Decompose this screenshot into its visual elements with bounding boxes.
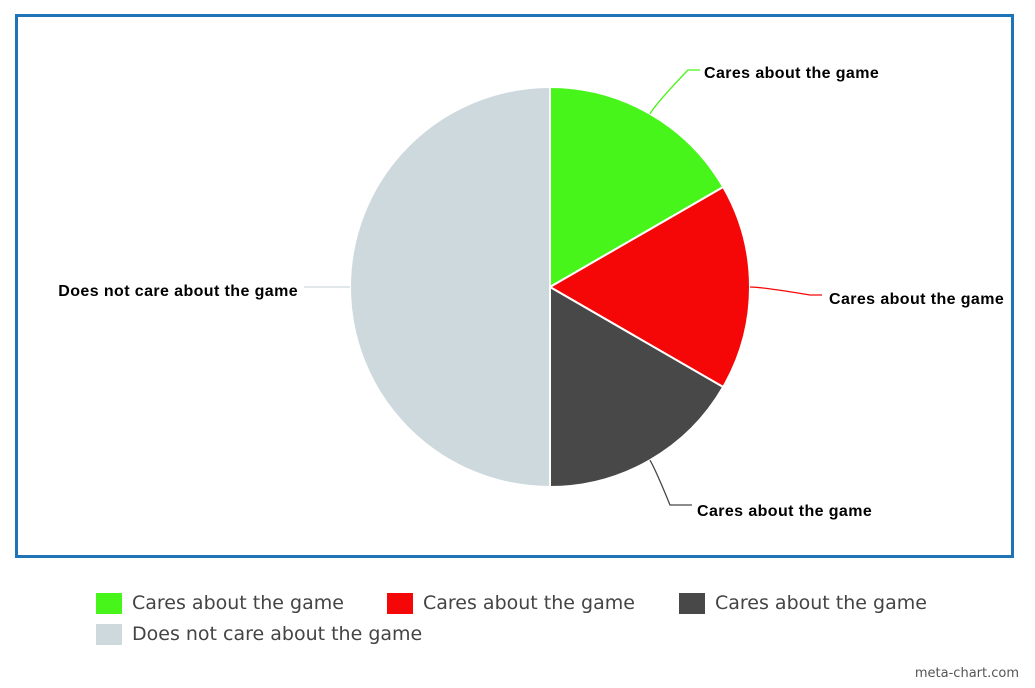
legend-swatch xyxy=(96,592,122,614)
slice-label: Cares about the game xyxy=(704,65,879,82)
slice-label: Cares about the game xyxy=(829,291,1004,308)
legend-label: Cares about the game xyxy=(423,592,635,614)
credit-link[interactable]: meta-chart.com xyxy=(914,666,1019,681)
pie-slice[interactable] xyxy=(348,85,551,489)
legend-item[interactable]: Cares about the game xyxy=(387,591,635,615)
legend-item[interactable]: Does not care about the game xyxy=(96,622,422,646)
pie-labels: Cares about the game Cares about the game… xyxy=(58,65,1004,520)
legend-item[interactable]: Cares about the game xyxy=(679,591,927,615)
leader-line xyxy=(649,69,700,115)
legend-item[interactable]: Cares about the game xyxy=(96,591,344,615)
slice-label: Cares about the game xyxy=(697,503,872,520)
legend-label: Does not care about the game xyxy=(132,623,423,645)
leader-line xyxy=(649,459,692,506)
legend-label: Cares about the game xyxy=(715,592,927,614)
leader-line xyxy=(749,286,822,296)
pie-slices xyxy=(348,85,752,489)
pie-leader-lines xyxy=(304,69,822,506)
legend-swatch xyxy=(96,623,122,645)
legend-label: Cares about the game xyxy=(132,592,344,614)
slice-label: Does not care about the game xyxy=(58,283,298,300)
legend-swatch xyxy=(679,592,705,614)
legend-swatch xyxy=(387,592,413,614)
